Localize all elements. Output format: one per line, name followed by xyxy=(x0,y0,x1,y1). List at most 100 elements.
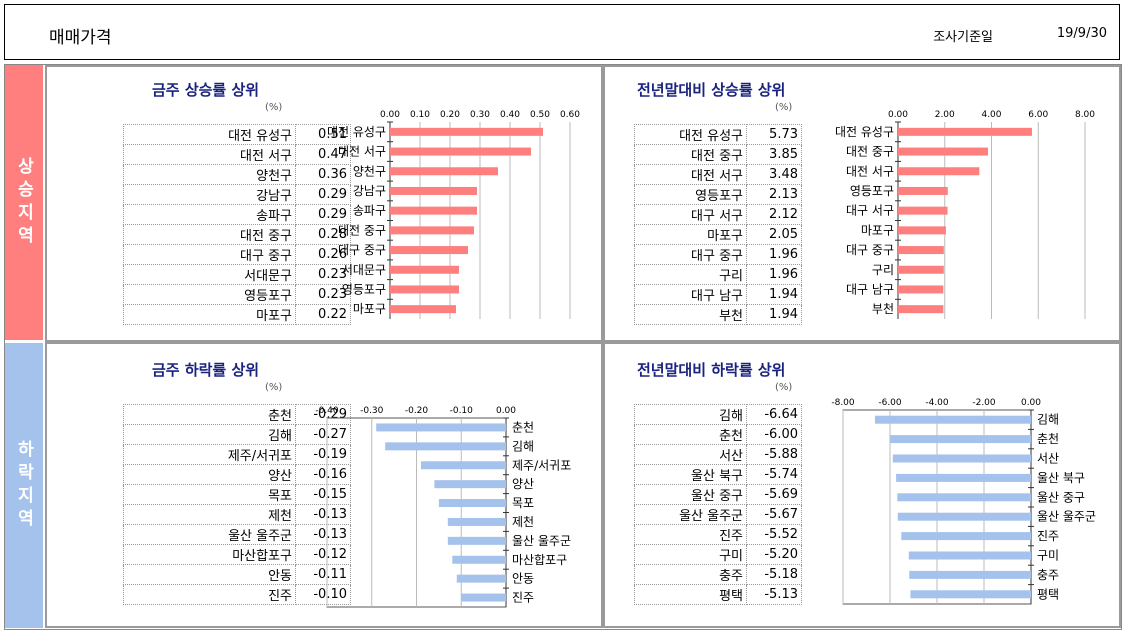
category-label: 대전 유성구 xyxy=(327,125,386,139)
table-row: 제주/서귀포 -0.19 xyxy=(123,444,351,465)
region-name: 울산 울주군 xyxy=(123,524,296,545)
bar xyxy=(385,442,506,451)
tick-label: -0.10 xyxy=(450,406,474,416)
bar xyxy=(390,226,474,235)
region-name: 평택 xyxy=(634,584,747,605)
category-label: 충주 xyxy=(1037,568,1059,582)
tick-label: -2.00 xyxy=(972,398,996,408)
bar xyxy=(390,147,531,156)
chart-title-weekly-fall: 금주 하락률 상위 xyxy=(152,361,260,379)
unit-label-yearly-fall: (%) xyxy=(775,382,793,393)
table-row: 양산 -0.16 xyxy=(123,464,351,485)
tick-label: 0.30 xyxy=(470,110,490,120)
table-row: 마포구 0.22 xyxy=(123,304,351,325)
survey-date-value: 19/9/30 xyxy=(1056,26,1107,41)
category-label: 대구 중구 xyxy=(338,243,386,257)
category-label: 김해 xyxy=(512,439,534,453)
bar xyxy=(452,555,506,564)
chart-title-weekly-rise: 금주 상승률 상위 xyxy=(152,81,260,99)
bar xyxy=(890,435,1031,444)
value-table-weekly-fall: 춘천 -0.29 김해 -0.27 제주/서귀포 -0.19 양산 -0.16 목포 -0.15 제… xyxy=(123,404,351,605)
category-label: 진주 xyxy=(1037,529,1059,543)
bar xyxy=(909,570,1031,579)
chart-title-yearly-rise: 전년말대비 상승률 상위 xyxy=(637,81,786,99)
table-row: 충주 -5.18 xyxy=(634,564,802,585)
tick-label: -0.30 xyxy=(360,406,384,416)
category-label: 울산 울주군 xyxy=(512,534,571,548)
region-name: 대구 중구 xyxy=(634,244,747,265)
category-label: 울산 울주군 xyxy=(1037,510,1096,524)
category-label: 영등포구 xyxy=(850,184,894,198)
table-row: 마포구 2.05 xyxy=(634,224,802,245)
tick-label: 0.40 xyxy=(500,110,520,120)
region-value: 1.94 xyxy=(746,284,802,305)
bar xyxy=(898,186,948,195)
bar xyxy=(390,246,468,255)
category-label: 대구 남구 xyxy=(846,282,894,296)
region-value: 0.22 xyxy=(295,304,351,325)
tick-label: 0.60 xyxy=(560,110,580,120)
table-row: 영등포구 2.13 xyxy=(634,184,802,205)
bar xyxy=(898,285,944,294)
region-name: 부천 xyxy=(634,304,747,325)
region-name: 송파구 xyxy=(123,204,296,225)
unit-label-yearly-rise: (%) xyxy=(775,102,793,113)
page-title: 매매가격 xyxy=(49,28,112,48)
region-value: -0.11 xyxy=(295,564,351,585)
tick-label: 0.20 xyxy=(440,110,460,120)
bar xyxy=(898,246,944,255)
category-label: 대전 중구 xyxy=(338,223,386,237)
region-name: 마포구 xyxy=(123,304,296,325)
bar xyxy=(434,480,506,489)
rise-section-label: 상승지역 xyxy=(5,65,43,340)
category-label: 대구 중구 xyxy=(846,243,894,257)
region-name: 대전 서구 xyxy=(634,164,747,185)
bar xyxy=(901,532,1031,541)
category-label: 송파구 xyxy=(353,204,386,218)
tick-label: 0.00 xyxy=(496,406,516,416)
table-row: 울산 북구 -5.74 xyxy=(634,464,802,485)
category-label: 진주 xyxy=(512,591,534,605)
value-table-weekly-rise: 대전 유성구 0.51 대전 서구 0.47 양천구 0.36 강남구 0.29 송파구 0.29… xyxy=(123,124,351,325)
region-value: -0.19 xyxy=(295,444,351,465)
region-name: 서대문구 xyxy=(123,264,296,285)
bar xyxy=(390,305,456,314)
category-label: 영등포구 xyxy=(342,282,386,296)
bar xyxy=(897,512,1031,521)
tick-label: -4.00 xyxy=(925,398,949,408)
bar xyxy=(447,517,506,526)
bar xyxy=(376,423,506,432)
bar xyxy=(898,206,948,215)
region-name: 마산합포구 xyxy=(123,544,296,565)
value-table-yearly-fall: 김해 -6.64 춘천 -6.00 서산 -5.88 울산 북구 -5.74 울산 중구 -5.6… xyxy=(634,404,802,605)
region-value: 0.47 xyxy=(295,144,351,165)
bar xyxy=(898,265,944,274)
bar xyxy=(390,167,498,176)
region-value: 1.96 xyxy=(746,244,802,265)
region-name: 제주/서귀포 xyxy=(123,444,296,465)
bar xyxy=(908,551,1031,560)
tick-label: 2.00 xyxy=(935,110,955,120)
category-label: 대전 유성구 xyxy=(835,125,894,139)
region-value: 3.48 xyxy=(746,164,802,185)
page-header: 매매가격 조사기준일 19/9/30 xyxy=(4,4,1120,60)
main-area xyxy=(4,64,1122,630)
category-label: 구리 xyxy=(872,263,894,277)
region-value: 0.28 xyxy=(295,224,351,245)
category-label: 구미 xyxy=(1037,549,1059,563)
unit-label-weekly-fall: (%) xyxy=(265,382,283,393)
bar xyxy=(874,415,1031,424)
category-label: 대전 서구 xyxy=(338,145,386,159)
tick-label: -8.00 xyxy=(831,398,855,408)
bar xyxy=(390,186,477,195)
region-value: 0.36 xyxy=(295,164,351,185)
region-name: 진주 xyxy=(123,584,296,605)
bar xyxy=(447,536,506,545)
category-label: 제천 xyxy=(512,514,534,529)
bar xyxy=(896,473,1031,482)
fall-section-label: 하락지역 xyxy=(5,343,43,628)
region-value: -5.13 xyxy=(746,584,802,605)
region-name: 영등포구 xyxy=(634,184,747,205)
